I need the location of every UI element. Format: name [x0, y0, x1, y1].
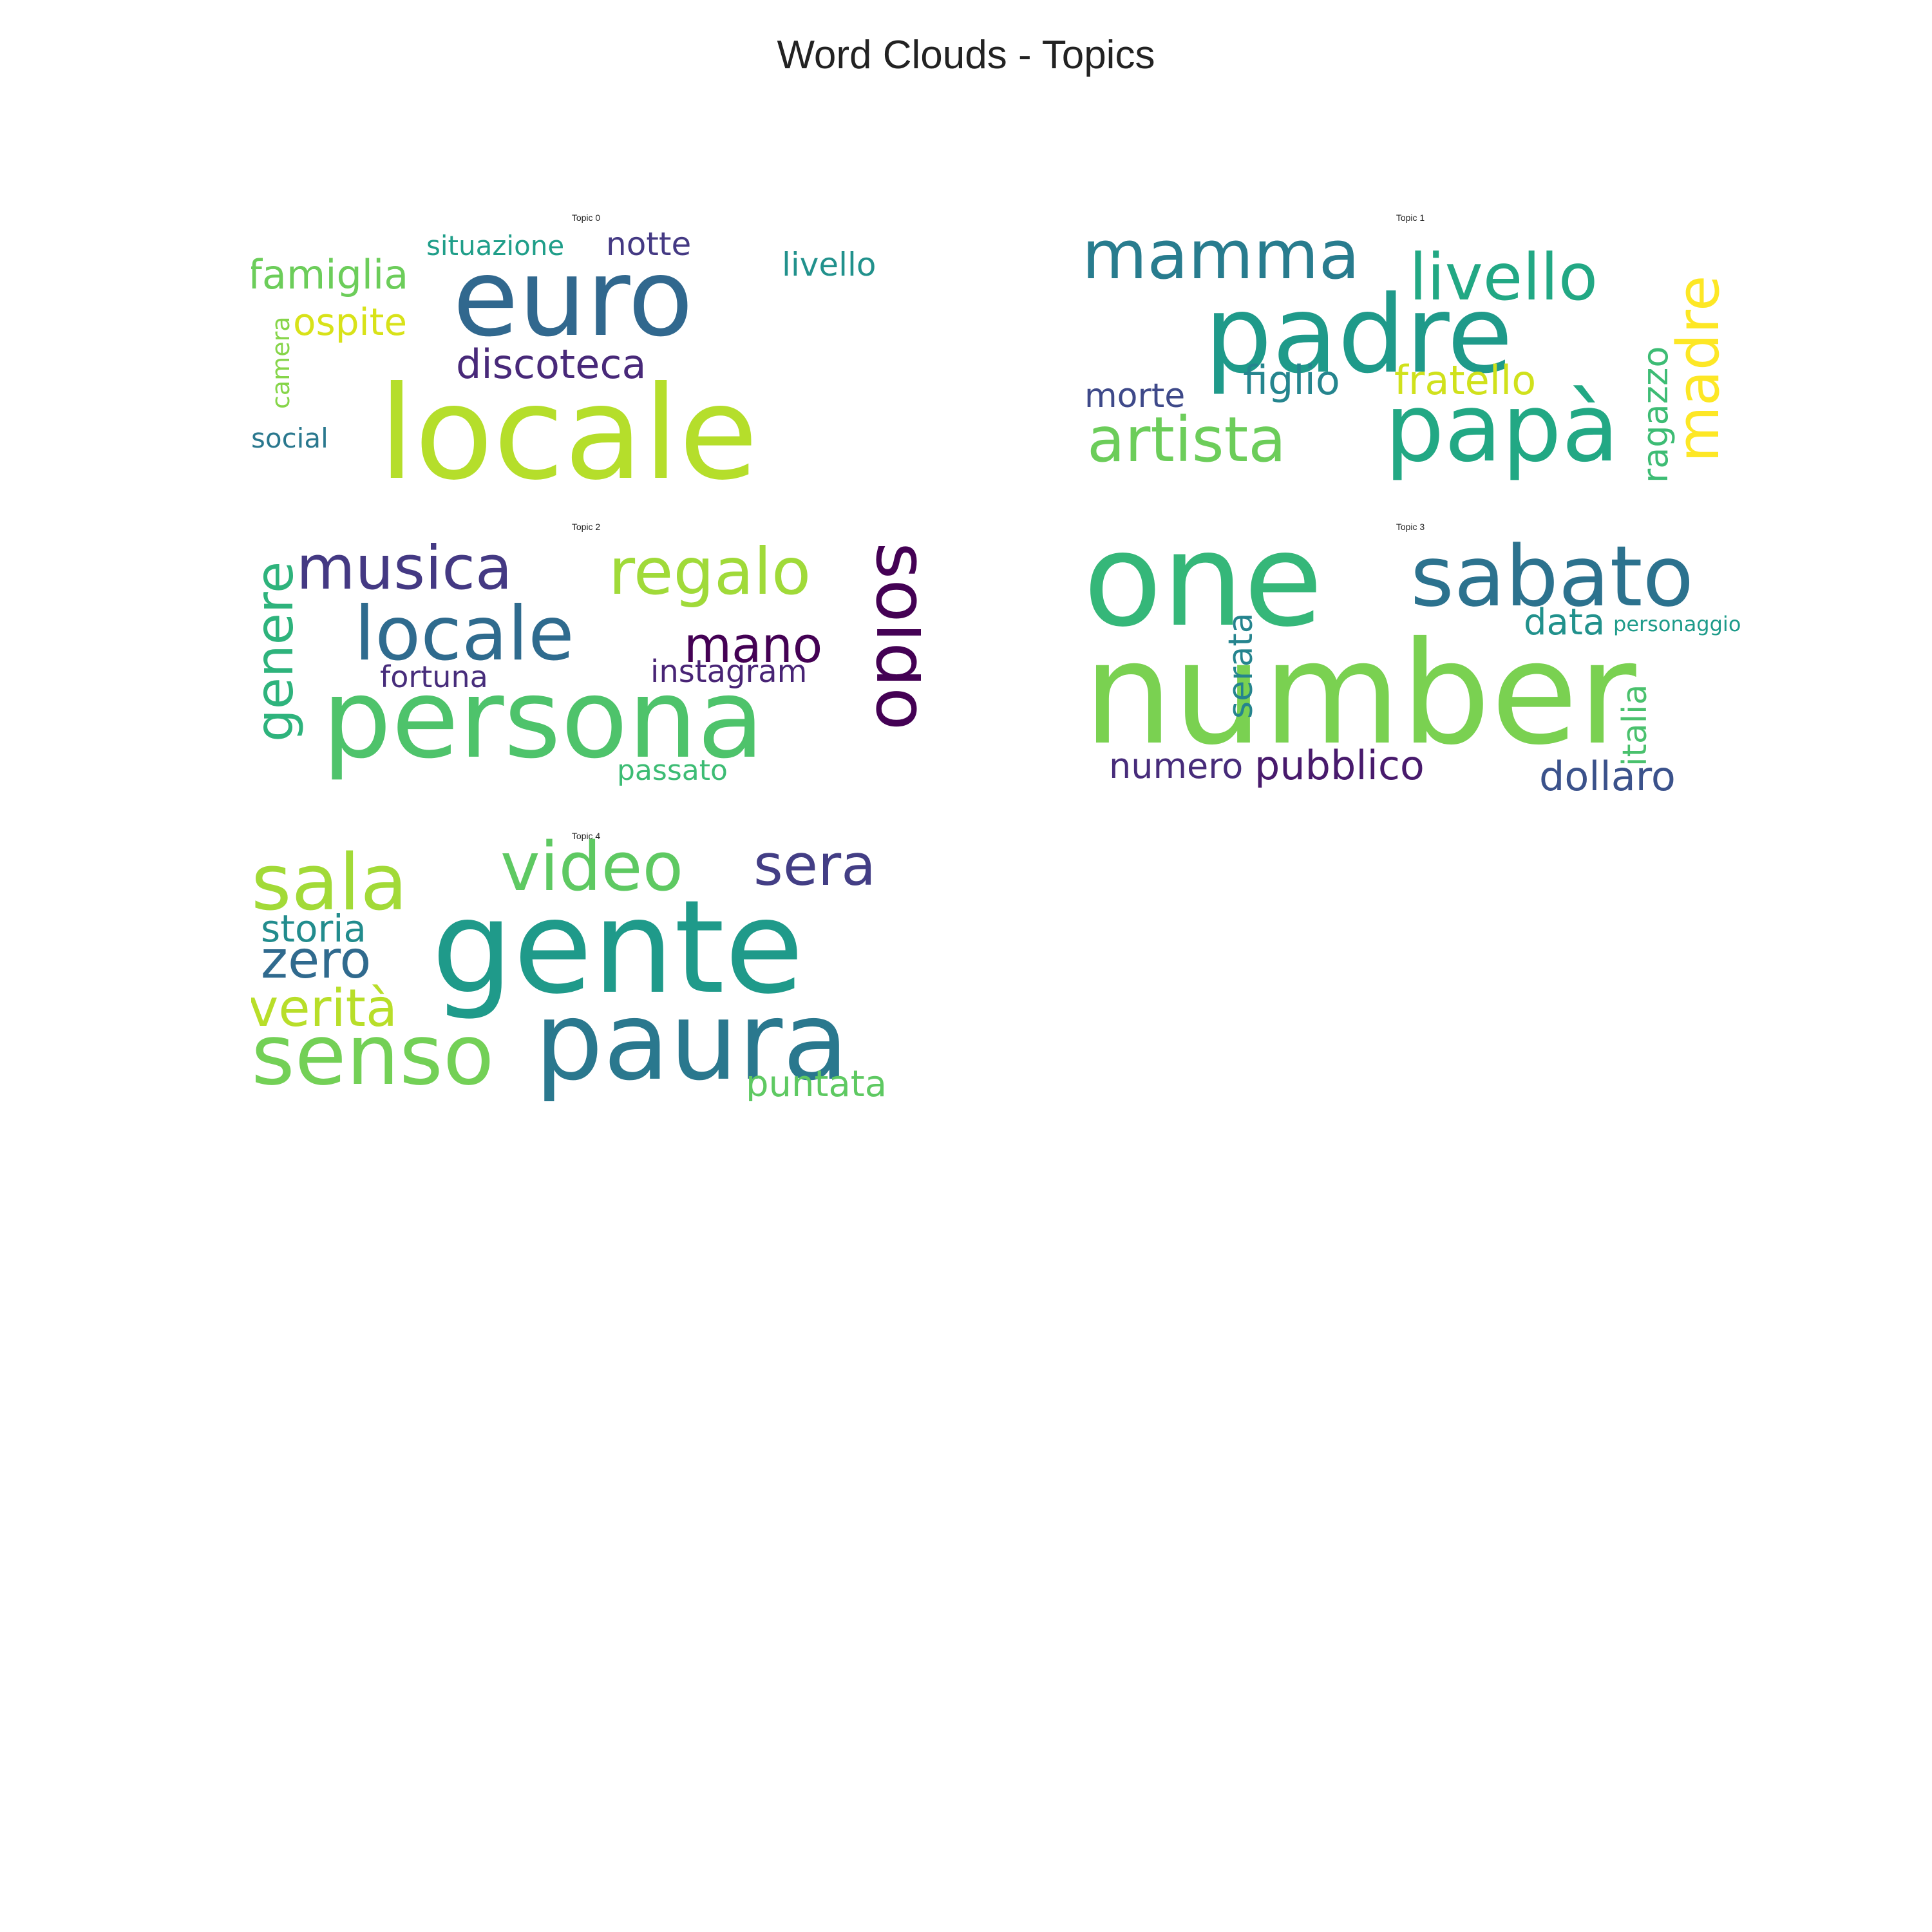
- panel-title: Topic 2: [571, 522, 601, 532]
- word: zero: [261, 930, 371, 990]
- word: musica: [296, 533, 513, 603]
- word-cloud: sala video sera storia zero gente verità…: [251, 831, 887, 1101]
- word: mano: [684, 616, 822, 674]
- panel-title: Topic 0: [571, 213, 601, 223]
- word: senso: [251, 1006, 494, 1101]
- word: fortuna: [380, 659, 488, 694]
- wordcloud-panel-topic-0: Topic 0 locale euro famiglia situazione …: [251, 213, 921, 483]
- word: madre: [1665, 276, 1732, 462]
- word: serata: [1222, 612, 1260, 719]
- word: puntata: [746, 1063, 887, 1101]
- word: ragazzo: [1635, 346, 1676, 483]
- word-cloud: mamma padre livello madre morte figlio f…: [1082, 216, 1732, 483]
- word: sera: [753, 832, 876, 898]
- word: dollaro: [1539, 753, 1676, 792]
- word: data: [1524, 601, 1605, 643]
- word: video: [500, 831, 683, 906]
- word: personaggio: [1613, 612, 1741, 636]
- wordcloud-panel-topic-4: Topic 4 sala video sera storia zero gent…: [251, 831, 921, 1101]
- word: famiglia: [251, 251, 408, 298]
- word: gente: [431, 873, 804, 1023]
- word-cloud: musica regalo genere locale mano soldo f…: [251, 533, 921, 787]
- word: italia: [1616, 685, 1654, 766]
- word: notte: [606, 225, 691, 263]
- word: regalo: [609, 534, 811, 609]
- word: camera: [267, 317, 295, 409]
- word: storia: [261, 907, 366, 951]
- word: sabato: [1410, 527, 1694, 625]
- wordcloud-panel-topic-1: Topic 1 mamma padre livello madre morte …: [1075, 213, 1745, 483]
- word-cloud: one sabato data personaggio number serat…: [1083, 522, 1741, 792]
- word: fratello: [1394, 357, 1536, 404]
- word: morte: [1084, 377, 1185, 415]
- word: artista: [1087, 404, 1286, 476]
- word: passato: [617, 754, 728, 787]
- word: sala: [251, 838, 408, 928]
- word: number: [1083, 611, 1636, 776]
- word: livello: [1409, 240, 1598, 315]
- word: pubblico: [1255, 742, 1425, 789]
- word: instagram: [650, 654, 807, 690]
- word: locale: [354, 591, 574, 677]
- word: persona: [322, 656, 764, 783]
- word: one: [1083, 522, 1323, 656]
- word: social: [251, 422, 328, 454]
- wordcloud-panel-topic-2: Topic 2 musica regalo genere locale mano…: [251, 522, 921, 792]
- word: mamma: [1082, 216, 1359, 294]
- word: paura: [535, 978, 849, 1101]
- word: papà: [1385, 374, 1619, 483]
- panel-title: Topic 3: [1396, 522, 1425, 532]
- word: euro: [453, 236, 694, 361]
- word: numero: [1109, 746, 1243, 786]
- word: situazione: [426, 230, 564, 261]
- word-cloud: locale euro famiglia situazione notte li…: [251, 225, 876, 483]
- word: discoteca: [456, 341, 646, 388]
- word: ospite: [293, 300, 407, 344]
- panel-title: Topic 1: [1396, 213, 1425, 223]
- page-title: Word Clouds - Topics: [777, 33, 1155, 77]
- word: locale: [379, 359, 758, 483]
- word: padre: [1204, 273, 1513, 397]
- word: livello: [782, 246, 876, 283]
- wordcloud-panel-topic-3: Topic 3 one sabato data personaggio numb…: [1075, 522, 1745, 792]
- word: figlio: [1243, 357, 1340, 404]
- panel-title: Topic 4: [571, 831, 601, 841]
- word: verità: [251, 978, 397, 1038]
- word: soldo: [860, 542, 921, 730]
- word: genere: [251, 562, 305, 742]
